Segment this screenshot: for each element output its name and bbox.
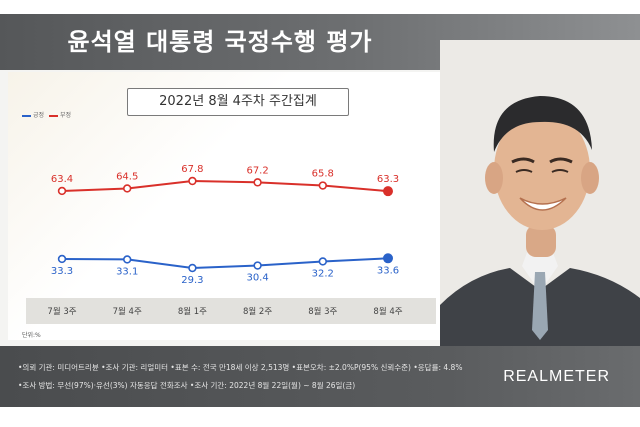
legend-label-positive: 긍정 bbox=[33, 112, 45, 119]
data-point bbox=[188, 263, 197, 273]
data-label: 29.3 bbox=[181, 275, 203, 286]
footer-survey-info: •의뢰 기관: 미디어트리뷴 •조사 기관: 리얼미터 •표본 수: 전국 만1… bbox=[18, 363, 463, 372]
data-point bbox=[318, 181, 327, 190]
president-portrait bbox=[440, 40, 640, 346]
x-tick-label: 7월 4주 bbox=[113, 306, 142, 317]
data-point bbox=[253, 261, 262, 270]
brand-logo: REALMETER bbox=[503, 368, 610, 385]
data-point bbox=[57, 186, 67, 196]
chart-panel bbox=[8, 72, 458, 340]
legend-label-negative: 부정 bbox=[59, 112, 72, 119]
data-point bbox=[188, 176, 197, 186]
data-point bbox=[122, 255, 132, 264]
footer-method-info: •조사 방법: 무선(97%)·유선(3%) 자동응답 전화조사 •조사 기간:… bbox=[18, 381, 356, 390]
data-label: 33.6 bbox=[377, 265, 399, 276]
series-line bbox=[61, 257, 389, 270]
data-label: 30.4 bbox=[246, 273, 268, 284]
x-axis-band bbox=[26, 298, 436, 324]
data-label: 63.3 bbox=[377, 174, 399, 185]
data-label: 64.5 bbox=[116, 171, 138, 182]
legend-swatch-negative bbox=[48, 114, 58, 117]
data-label: 63.4 bbox=[51, 174, 73, 185]
x-tick-label: 8월 1주 bbox=[178, 306, 207, 317]
data-point bbox=[57, 254, 67, 264]
data-point bbox=[382, 253, 393, 264]
legend-swatch-positive bbox=[22, 114, 31, 117]
x-tick-label: 8월 4주 bbox=[373, 306, 402, 317]
data-label: 33.1 bbox=[116, 266, 138, 277]
data-label: 32.2 bbox=[312, 268, 334, 279]
chart-title: 윤석열 대통령 국정수행 평가 bbox=[67, 28, 373, 56]
x-tick-label: 7월 3주 bbox=[47, 306, 76, 317]
x-tick-label: 8월 2주 bbox=[243, 306, 272, 317]
data-label: 33.3 bbox=[51, 266, 73, 277]
legend-item-positive: 긍정 bbox=[22, 110, 44, 119]
data-label: 65.8 bbox=[312, 169, 334, 180]
data-point bbox=[253, 178, 262, 187]
data-label: 67.8 bbox=[181, 164, 203, 175]
chart-subtitle: 2022년 8월 4주차 주간집계 bbox=[127, 88, 349, 116]
x-tick-label: 8월 3주 bbox=[308, 306, 337, 317]
data-point bbox=[122, 184, 132, 193]
unit-label: 단위:% bbox=[22, 332, 41, 339]
footer: •의뢰 기관: 미디어트리뷴 •조사 기관: 리얼미터 •표본 수: 전국 만1… bbox=[0, 346, 640, 407]
legend-item-negative: 부정 bbox=[48, 110, 72, 119]
data-point bbox=[318, 257, 327, 266]
legend: 긍정 부정 bbox=[22, 110, 74, 119]
data-point bbox=[382, 186, 393, 197]
data-label: 67.2 bbox=[246, 165, 268, 176]
series-line bbox=[61, 179, 389, 193]
